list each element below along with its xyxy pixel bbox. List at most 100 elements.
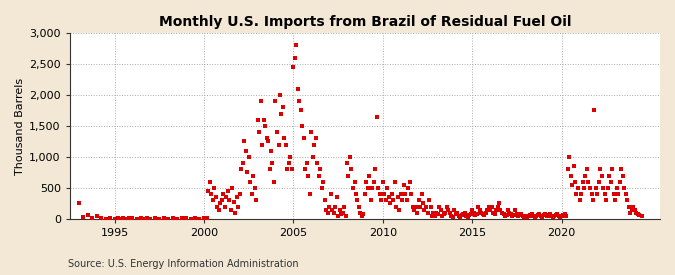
Point <box>121 216 132 221</box>
Point <box>514 213 525 218</box>
Point <box>218 192 229 196</box>
Point <box>462 215 473 219</box>
Point <box>233 204 244 209</box>
Point <box>599 192 610 196</box>
Point <box>410 204 421 209</box>
Point <box>614 180 625 184</box>
Point <box>232 195 242 199</box>
Point <box>306 130 317 134</box>
Point <box>264 167 275 172</box>
Point <box>369 180 379 184</box>
Point <box>87 216 98 220</box>
Point <box>493 201 504 206</box>
Point <box>604 173 615 178</box>
Point <box>525 213 536 218</box>
Point <box>440 211 451 215</box>
Point <box>406 192 416 196</box>
Point <box>367 186 378 190</box>
Point <box>127 216 138 220</box>
Point <box>589 108 600 113</box>
Point <box>385 201 396 206</box>
Point <box>109 216 120 221</box>
Point <box>383 195 394 199</box>
Point <box>100 216 111 221</box>
Point <box>251 198 262 203</box>
Point <box>443 207 454 212</box>
Point <box>601 198 612 203</box>
Point <box>560 212 570 216</box>
Point <box>504 211 515 215</box>
Point <box>634 213 645 218</box>
Point <box>540 212 551 216</box>
Point <box>91 214 102 219</box>
Point <box>414 204 425 209</box>
Point <box>459 211 470 215</box>
Point <box>561 214 572 218</box>
Point <box>547 215 558 219</box>
Point <box>472 204 483 209</box>
Point <box>435 207 446 212</box>
Point <box>280 142 291 147</box>
Point <box>245 180 256 184</box>
Point <box>240 148 251 153</box>
Point <box>277 105 288 109</box>
Point <box>255 99 266 103</box>
Point <box>555 215 566 219</box>
Point <box>562 167 573 172</box>
Point <box>364 173 375 178</box>
Point <box>379 192 389 196</box>
Point <box>403 186 414 190</box>
Title: Monthly U.S. Imports from Brazil of Residual Fuel Oil: Monthly U.S. Imports from Brazil of Resi… <box>159 15 571 29</box>
Point <box>429 214 440 218</box>
Point <box>549 214 560 218</box>
Point <box>448 215 458 219</box>
Point <box>300 167 310 172</box>
Point <box>495 207 506 212</box>
Point <box>434 204 445 209</box>
Point <box>315 167 325 172</box>
Point <box>200 216 211 221</box>
Point <box>468 211 479 215</box>
Point <box>206 192 217 196</box>
Point <box>304 192 315 196</box>
Point <box>475 207 485 212</box>
Point <box>444 211 455 215</box>
Point <box>531 214 541 218</box>
Point <box>82 213 93 218</box>
Point <box>528 214 539 218</box>
Point <box>252 117 263 122</box>
Point <box>350 192 361 196</box>
Point <box>391 204 402 209</box>
Point <box>529 215 540 219</box>
Point <box>593 180 604 184</box>
Point <box>322 211 333 215</box>
Point <box>577 180 588 184</box>
Point <box>74 201 84 206</box>
Point <box>433 212 443 216</box>
Point <box>576 192 587 196</box>
Point <box>96 216 107 221</box>
Point <box>520 214 531 218</box>
Point <box>263 139 273 144</box>
Point <box>534 212 545 216</box>
Point <box>551 212 562 216</box>
Point <box>224 198 235 203</box>
Point <box>416 192 427 196</box>
Point <box>382 186 393 190</box>
Point <box>294 99 304 103</box>
Point <box>373 186 383 190</box>
Point <box>328 211 339 215</box>
Point <box>450 212 461 216</box>
Point <box>261 136 272 141</box>
Point <box>598 186 609 190</box>
Point <box>269 180 279 184</box>
Point <box>592 192 603 196</box>
Point <box>571 192 582 196</box>
Point <box>276 111 287 116</box>
Point <box>115 216 126 221</box>
Point <box>437 214 448 218</box>
Point <box>539 213 549 218</box>
Point <box>506 212 516 216</box>
Point <box>303 173 314 178</box>
Point <box>452 211 463 215</box>
